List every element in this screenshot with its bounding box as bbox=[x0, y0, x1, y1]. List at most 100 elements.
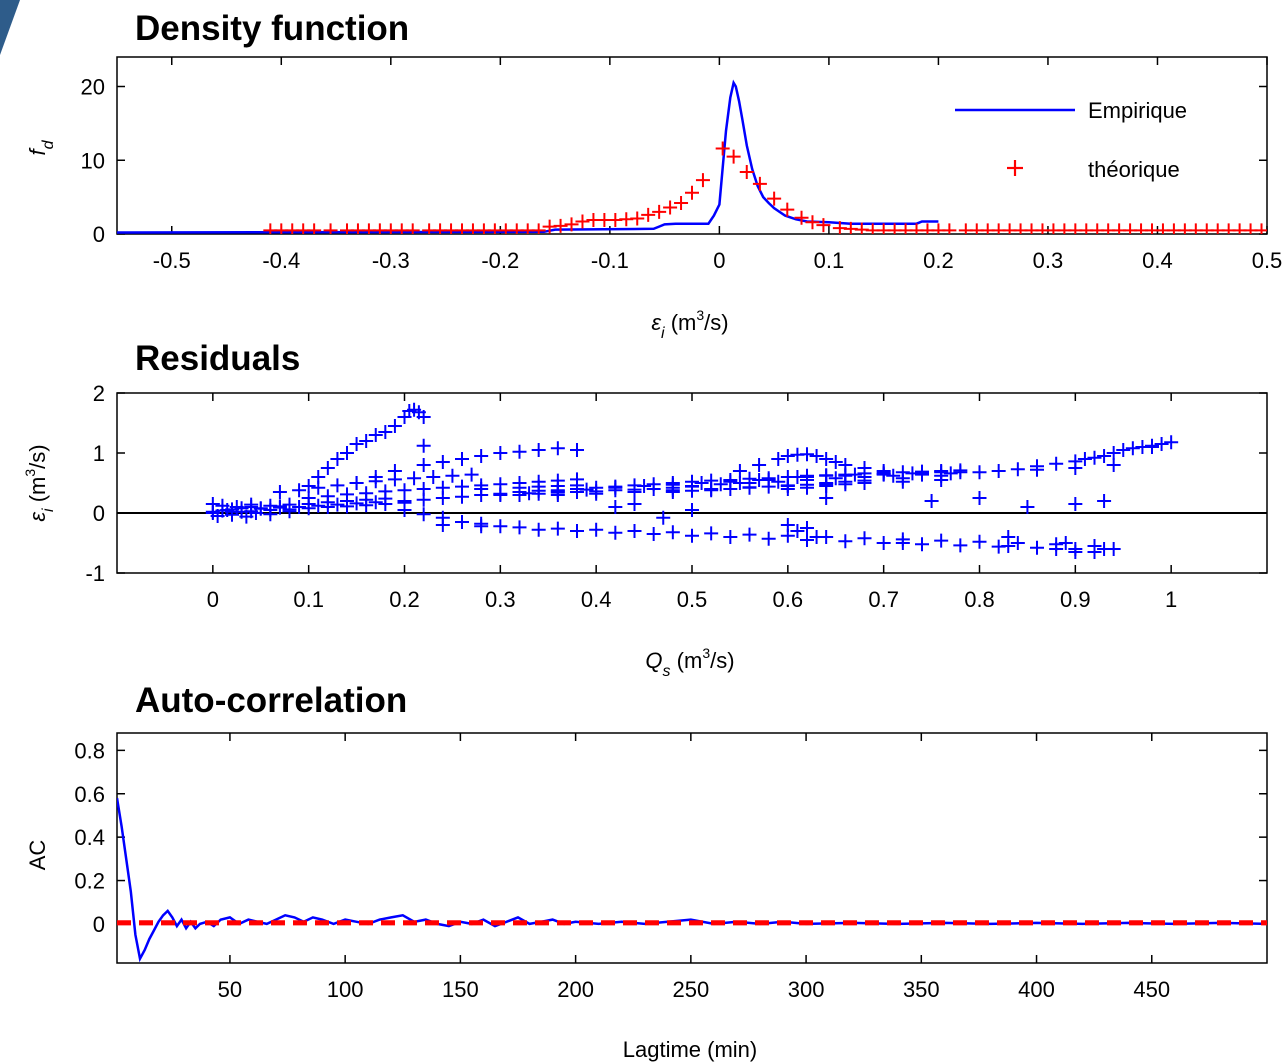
residuals-series-0-point bbox=[953, 465, 968, 480]
residuals-series-0-point bbox=[742, 480, 757, 495]
ac-series-layer bbox=[117, 797, 1267, 963]
residuals-series-0-point bbox=[1010, 462, 1025, 477]
density-xtick-label: 0.2 bbox=[923, 248, 954, 273]
residuals-series-0-point bbox=[857, 473, 872, 488]
residuals-series-0-point bbox=[943, 466, 958, 481]
density-series-1-point bbox=[531, 223, 546, 234]
residuals-series-0-point bbox=[455, 489, 469, 504]
residuals-series-0-point bbox=[301, 491, 316, 505]
ac-xtick-label: 300 bbox=[788, 977, 825, 1002]
residuals-series-0-point bbox=[455, 515, 469, 529]
residuals-series-0-point bbox=[800, 521, 814, 535]
ac-xtick-label: 400 bbox=[1018, 977, 1055, 1002]
residuals-series-0-point bbox=[895, 471, 910, 486]
residuals-series-0-point bbox=[359, 434, 374, 448]
residuals-ytick-label: 1 bbox=[93, 441, 105, 466]
residuals-series-0-point bbox=[263, 503, 278, 517]
density-legend: Empirique théorique bbox=[945, 85, 1235, 195]
residuals-series-0-point bbox=[1135, 440, 1150, 454]
residuals-xtick-label: 0.7 bbox=[868, 587, 899, 612]
residuals-series-0-point bbox=[742, 527, 757, 542]
residuals-series-0-point bbox=[292, 483, 307, 498]
density-axes-frame bbox=[116, 56, 1268, 235]
residuals-series-0-point bbox=[234, 501, 249, 516]
residuals-series-0-point bbox=[991, 464, 1006, 478]
ac-ytick-label: 0.2 bbox=[74, 869, 105, 894]
residuals-series-0-point bbox=[646, 527, 661, 541]
ac-ytick-label: 0.8 bbox=[74, 738, 105, 763]
legend-box bbox=[945, 85, 1235, 195]
residuals-series-0-point bbox=[685, 528, 699, 543]
residuals-series-0-point bbox=[416, 410, 431, 424]
residuals-series-0-point bbox=[311, 480, 326, 495]
residuals-series-0-point bbox=[340, 499, 354, 514]
density-title: Density function bbox=[135, 9, 409, 48]
residuals-xtick-label: 0.5 bbox=[677, 587, 708, 612]
residuals-series-0-point bbox=[340, 446, 354, 460]
residuals-series-0-point bbox=[953, 538, 968, 553]
residuals-series-0-point bbox=[665, 485, 680, 499]
residuals-series-0-point bbox=[1068, 545, 1083, 559]
residuals-series-0-point bbox=[1097, 449, 1112, 463]
residuals-series-0-point bbox=[608, 483, 623, 498]
residuals-series-0-point bbox=[1068, 454, 1083, 469]
residuals-series-0-point bbox=[340, 487, 354, 502]
ac-axes-frame bbox=[116, 732, 1268, 964]
density-series-1-point bbox=[564, 217, 579, 232]
residuals-series-0-point bbox=[723, 482, 738, 496]
residuals-series-0-point bbox=[809, 449, 824, 463]
density-series-1-point bbox=[816, 218, 831, 233]
residuals-series-0-point bbox=[752, 458, 767, 472]
residuals-series-0-point bbox=[474, 449, 489, 463]
residuals-series-0-point bbox=[493, 519, 508, 534]
residuals-xtick-label: 1 bbox=[1165, 587, 1177, 612]
residuals-series-0-point bbox=[886, 468, 901, 483]
residuals-series-0-point bbox=[857, 531, 872, 546]
corner-decoration bbox=[0, 0, 20, 55]
residuals-series-0-point bbox=[800, 447, 814, 462]
residuals-series-0-point bbox=[828, 455, 843, 469]
residuals-series-0-point bbox=[1164, 435, 1179, 450]
residuals-series-0-point bbox=[416, 438, 431, 453]
residuals-series-0-point bbox=[934, 533, 949, 548]
residuals-xtick-label: 0.1 bbox=[293, 587, 324, 612]
residuals-series-0-point bbox=[627, 485, 642, 499]
density-series-1-point bbox=[942, 223, 957, 234]
residuals-series-0-point bbox=[723, 530, 738, 544]
density-ytick-label: 10 bbox=[81, 148, 105, 173]
residuals-series-0-point bbox=[550, 488, 565, 502]
residuals-series-0-point bbox=[1145, 438, 1159, 453]
density-series-1-point bbox=[405, 223, 420, 234]
density-series-1-point bbox=[663, 200, 678, 215]
residuals-series-0-point bbox=[493, 446, 508, 460]
residuals-series-0-point bbox=[512, 520, 527, 535]
residuals-series-0-point bbox=[761, 531, 776, 546]
residuals-series-0-point bbox=[445, 468, 460, 483]
density-series-1-point bbox=[575, 214, 590, 229]
residuals-series-0-point bbox=[320, 461, 335, 475]
density-series-1-point bbox=[323, 223, 338, 234]
residuals-series-0-point bbox=[387, 419, 402, 433]
residuals-series-0-point bbox=[349, 476, 364, 490]
residuals-series-0-point bbox=[934, 468, 949, 483]
density-series-0-line bbox=[117, 79, 939, 234]
residuals-series-0-point bbox=[368, 474, 383, 489]
density-xtick-label: -0.1 bbox=[591, 248, 629, 273]
residuals-series-0-point bbox=[455, 452, 469, 466]
density-series-1-point bbox=[739, 165, 754, 180]
residuals-series-0-point bbox=[637, 479, 652, 493]
residuals-series-0-point bbox=[550, 521, 565, 536]
residuals-series-0-point bbox=[359, 498, 374, 513]
density-xtick-label: 0.1 bbox=[814, 248, 845, 273]
ac-xtick-label: 350 bbox=[903, 977, 940, 1002]
density-series-1-point bbox=[715, 141, 730, 156]
residuals-series-0-point bbox=[330, 497, 345, 512]
residuals-series-0-point bbox=[780, 518, 795, 532]
residuals-series-0-point bbox=[876, 467, 891, 482]
residuals-series-0-point bbox=[704, 526, 719, 541]
residuals-series-0-point bbox=[838, 534, 853, 549]
residuals-xtick-label: 0 bbox=[207, 587, 219, 612]
residuals-series-0-point bbox=[359, 486, 374, 501]
residuals-series-0-point bbox=[349, 496, 364, 511]
